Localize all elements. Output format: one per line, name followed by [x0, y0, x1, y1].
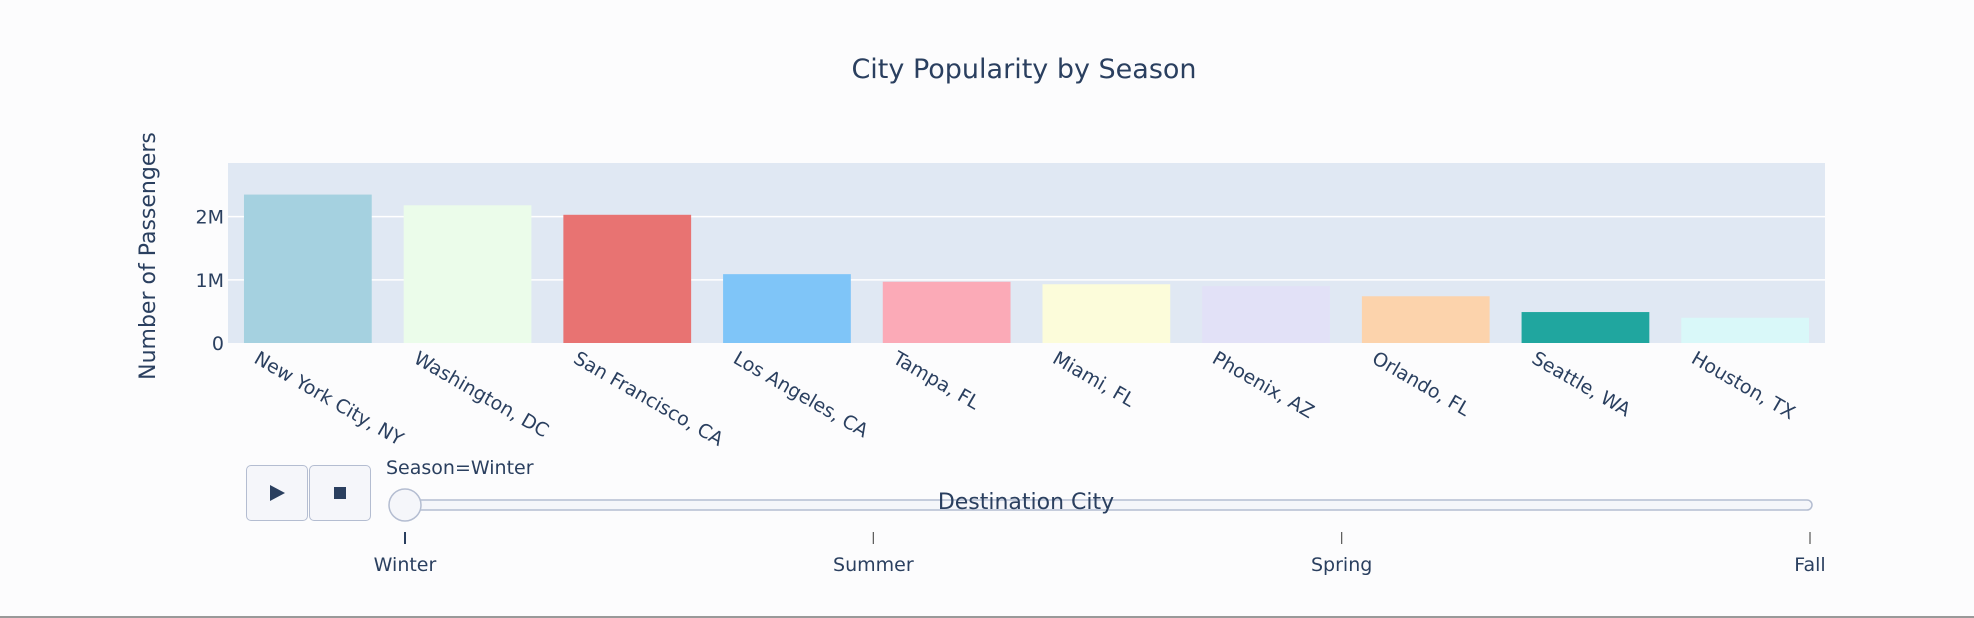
y-tick-labels: 0 1M 2M [196, 207, 224, 355]
slider-step-label[interactable]: Winter [374, 554, 437, 576]
slider-ticks: Winter Summer Spring Fall [374, 532, 1826, 576]
x-tick-label: San Francisco, CA [570, 347, 727, 450]
x-tick-label: Houston, TX [1688, 347, 1799, 424]
slider-step-label[interactable]: Summer [833, 554, 914, 576]
bar[interactable] [403, 205, 532, 343]
slider-step-label[interactable]: Fall [1794, 554, 1825, 576]
x-tick-label: Seattle, WA [1528, 347, 1634, 421]
x-tick-labels: New York City, NY Washington, DC San Franc… [250, 347, 1798, 451]
y-tick-label: 1M [196, 270, 224, 292]
stop-icon [334, 487, 346, 499]
x-axis-title: Destination City [938, 490, 1114, 515]
bar[interactable] [1361, 296, 1490, 343]
chart-title: City Popularity by Season [851, 54, 1196, 85]
bar[interactable] [1521, 312, 1650, 343]
play-button[interactable] [246, 465, 308, 521]
x-tick-label: Phoenix, AZ [1209, 347, 1318, 423]
x-tick-label: Washington, DC [410, 347, 552, 442]
y-axis-title: Number of Passengers [136, 132, 161, 380]
bar[interactable] [1681, 317, 1810, 343]
stop-button[interactable] [309, 465, 371, 521]
x-tick-label: Miami, FL [1049, 347, 1139, 412]
slider-handle[interactable] [388, 488, 422, 522]
bar[interactable] [882, 281, 1011, 343]
y-tick-label: 0 [212, 333, 224, 355]
bar[interactable] [243, 194, 372, 343]
bottom-divider [0, 616, 1974, 618]
x-tick-label: Orlando, FL [1368, 347, 1474, 421]
slider-step-label[interactable]: Spring [1311, 554, 1372, 576]
bar[interactable] [723, 274, 851, 343]
x-tick-label: Los Angeles, CA [729, 347, 871, 442]
bar[interactable] [1042, 284, 1171, 343]
play-icon [270, 485, 285, 501]
bars [243, 194, 1810, 343]
slider-current-label: Season=Winter [386, 457, 534, 479]
bar[interactable] [563, 214, 692, 343]
y-tick-label: 2M [196, 207, 224, 229]
x-tick-label: New York City, NY [250, 347, 407, 450]
bar[interactable] [1202, 286, 1330, 343]
x-tick-label: Tampa, FL [888, 347, 983, 415]
